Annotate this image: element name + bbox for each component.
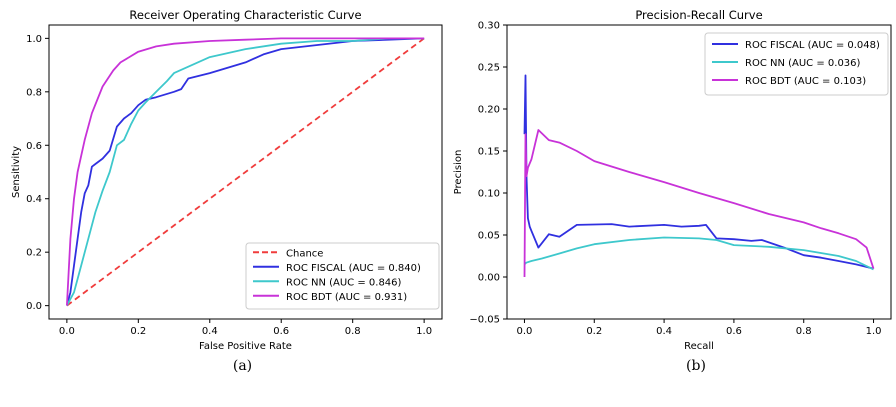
plot-frame	[48, 24, 443, 320]
x-axis-label: Recall	[684, 341, 714, 352]
precision-recall-panel: 0.0 0.2 0.4 0.6 0.8 1.0 −0.05 0.00 0.05 0.10 0.15 0…	[453, 8, 892, 374]
legend-label-2: ROC NN (AUC = 0.846)	[286, 277, 402, 288]
legend-label-1: ROC FISCAL (AUC = 0.840)	[286, 263, 421, 274]
legend-label-0: Chance	[286, 248, 323, 259]
roc-curve-panel: 0.0 0.2 0.4 0.6 0.8 1.0 0.0 0.2 0.4 0.6 0.8 1.0 Rece…	[11, 8, 443, 374]
legend-label-0: ROC FISCAL (AUC = 0.048)	[745, 40, 880, 51]
x-tick-label: 1.0	[416, 326, 432, 337]
y-tick-label: 0.05	[478, 231, 500, 242]
x-tick-label: 0.0	[517, 326, 533, 337]
chart-title: Receiver Operating Characteristic Curve	[129, 8, 361, 22]
legend-label-2: ROC BDT (AUC = 0.103)	[745, 76, 866, 87]
x-tick-label: 0.4	[202, 326, 218, 337]
x-tick-label: 0.8	[345, 326, 361, 337]
legend-label-3: ROC BDT (AUC = 0.931)	[286, 292, 407, 303]
y-tick-label: 0.0	[26, 301, 42, 312]
chart-title: Precision-Recall Curve	[635, 8, 762, 22]
y-tick-label: 0.20	[478, 105, 500, 116]
series-line-1	[523, 236, 874, 271]
y-tick-label: 0.25	[478, 63, 500, 74]
legend-label-1: ROC NN (AUC = 0.036)	[745, 58, 861, 69]
series-line-3	[66, 37, 425, 306]
figure-caption: (b)	[686, 358, 706, 374]
x-tick-label: 0.2	[586, 326, 602, 337]
y-tick-label: 0.8	[26, 87, 42, 98]
x-tick-label: 0.0	[59, 326, 75, 337]
x-tick-label: 0.6	[726, 326, 742, 337]
y-tick-label: 0.6	[26, 141, 42, 152]
x-tick-label: 0.2	[130, 326, 146, 337]
y-axis-label: Sensitivity	[11, 146, 22, 198]
x-axis-label: False Positive Rate	[199, 341, 292, 352]
figure-caption: (a)	[233, 358, 252, 374]
series-line-0	[523, 74, 874, 270]
y-tick-label: 1.0	[26, 34, 42, 45]
plot-area	[66, 37, 425, 307]
x-tick-label: 0.8	[796, 326, 812, 337]
x-tick-label: 0.4	[656, 326, 672, 337]
plot-area	[523, 74, 875, 278]
y-tick-label: 0.15	[478, 147, 500, 158]
y-tick-label: 0.2	[26, 248, 42, 259]
plot-frame	[506, 24, 892, 320]
x-tick-label: 0.6	[273, 326, 289, 337]
y-tick-label: −0.05	[469, 315, 500, 326]
y-tick-label: 0.00	[478, 273, 500, 284]
y-tick-label: 0.4	[26, 194, 42, 205]
legend: Chance ROC FISCAL (AUC = 0.840) ROC NN (AU…	[245, 242, 440, 310]
series-line-1	[66, 37, 425, 306]
series-line-2	[66, 37, 425, 307]
y-tick-label: 0.10	[478, 189, 500, 200]
legend: ROC FISCAL (AUC = 0.048) ROC NN (AUC = 0.…	[704, 32, 889, 96]
y-tick-label: 0.30	[478, 21, 500, 32]
series-line-0	[66, 37, 425, 307]
series-line-2	[523, 129, 875, 278]
legend-box	[704, 32, 889, 96]
legend-box	[245, 242, 440, 310]
x-tick-label: 1.0	[866, 326, 882, 337]
y-axis-label: Precision	[453, 150, 464, 195]
